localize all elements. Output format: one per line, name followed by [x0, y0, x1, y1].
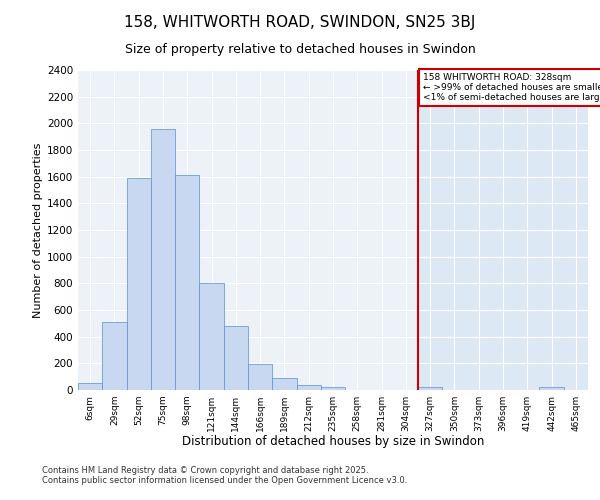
Bar — [418, 70, 588, 390]
Bar — [151, 128, 175, 390]
Bar — [175, 176, 199, 390]
Text: 158, WHITWORTH ROAD, SWINDON, SN25 3BJ: 158, WHITWORTH ROAD, SWINDON, SN25 3BJ — [124, 15, 476, 30]
Bar — [199, 284, 224, 390]
Bar — [418, 388, 442, 390]
Bar — [127, 178, 151, 390]
Bar — [224, 326, 248, 390]
Bar — [272, 378, 296, 390]
Bar — [102, 322, 127, 390]
Bar — [296, 386, 321, 390]
Text: Contains HM Land Registry data © Crown copyright and database right 2025.
Contai: Contains HM Land Registry data © Crown c… — [42, 466, 407, 485]
Bar — [78, 384, 102, 390]
Text: Size of property relative to detached houses in Swindon: Size of property relative to detached ho… — [125, 42, 475, 56]
Bar — [539, 388, 564, 390]
X-axis label: Distribution of detached houses by size in Swindon: Distribution of detached houses by size … — [182, 436, 484, 448]
Y-axis label: Number of detached properties: Number of detached properties — [33, 142, 43, 318]
Bar — [321, 388, 345, 390]
Bar — [248, 364, 272, 390]
Text: 158 WHITWORTH ROAD: 328sqm
← >99% of detached houses are smaller (7,327)
<1% of : 158 WHITWORTH ROAD: 328sqm ← >99% of det… — [423, 72, 600, 102]
